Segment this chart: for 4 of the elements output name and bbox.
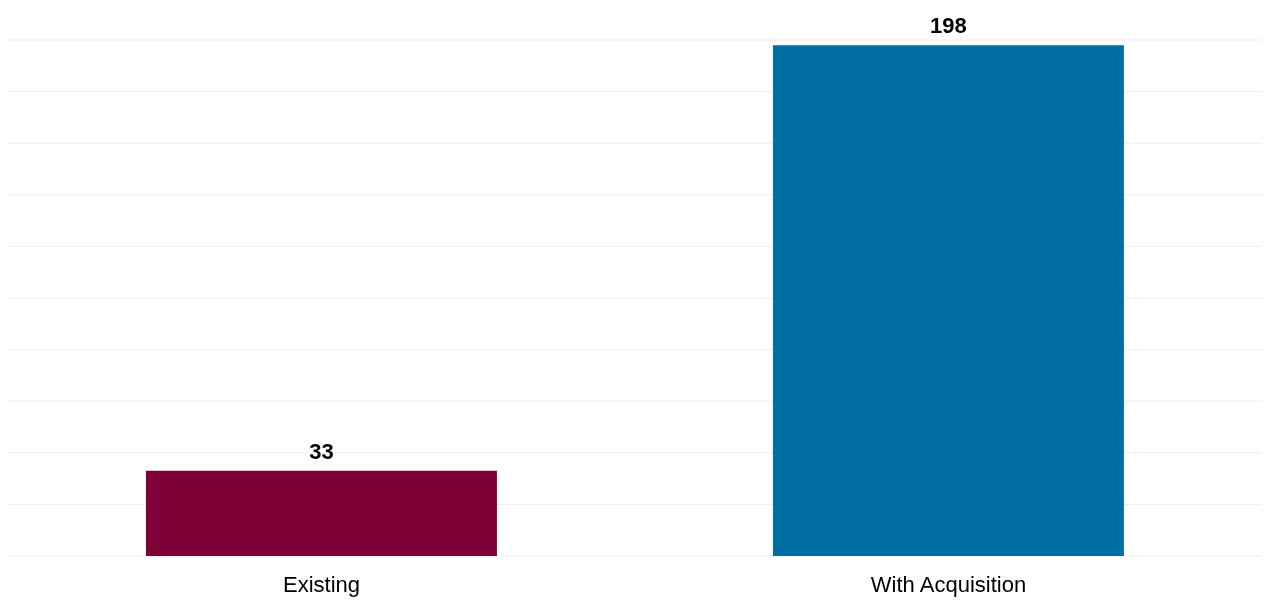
x-tick-label: With Acquisition xyxy=(870,571,1027,597)
data-label: 33 xyxy=(309,438,334,464)
data-label: 198 xyxy=(930,13,967,39)
x-tick-label: Existing xyxy=(282,571,361,597)
